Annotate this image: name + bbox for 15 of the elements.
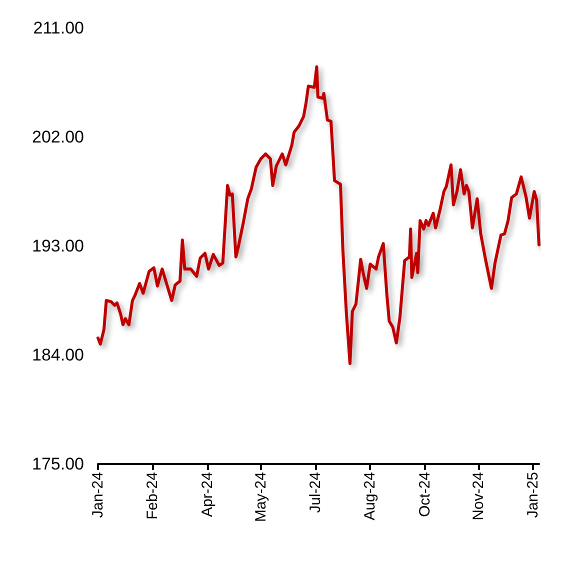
y-tick-label: 184.00 — [32, 346, 84, 364]
x-tick-label: May-24 — [252, 472, 270, 522]
y-tick-label: 193.00 — [32, 236, 84, 256]
x-tick-label: Oct-24 — [416, 472, 434, 518]
x-tick-label: Feb-24 — [144, 472, 162, 520]
x-tick-label: Aug-24 — [362, 472, 379, 520]
x-tick-label: Nov-24 — [470, 472, 487, 520]
y-tick-label: 202.00 — [32, 128, 84, 146]
x-tick-label: Jan-24 — [90, 472, 106, 518]
line-series — [96, 65, 540, 365]
x-tick-label: Jul-24 — [307, 472, 324, 513]
y-tick-label: 211.00 — [33, 18, 84, 38]
y-tick-label: 175.00 — [32, 454, 84, 474]
x-tick-label: Apr-24 — [198, 472, 216, 518]
x-tick-label: Jan-25 — [524, 472, 542, 518]
